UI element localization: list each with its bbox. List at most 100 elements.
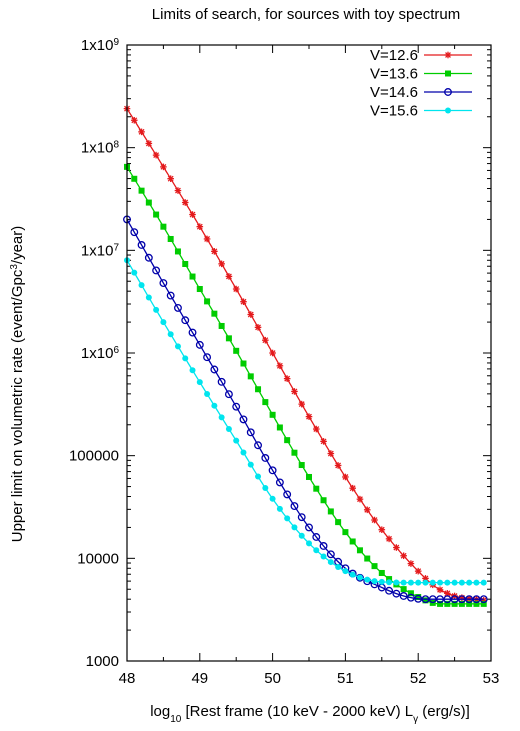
chart-title: Limits of search, for sources with toy s… [152,6,460,23]
data-point [399,592,408,600]
data-point [414,567,422,575]
data-point [269,495,276,502]
x-tick-label: 51 [337,670,354,687]
data-point [247,373,254,380]
data-point [392,589,401,598]
data-point [334,462,342,469]
data-point [181,199,189,206]
data-point [421,595,430,604]
legend-entry: V=15.6 [370,103,472,120]
data-point [225,335,232,342]
data-point [422,579,429,586]
data-point [443,595,452,604]
data-point [363,506,371,514]
data-point [298,462,305,469]
y-tick-label-main: 1x10 [81,140,114,157]
data-point [159,279,168,288]
data-point [378,578,385,585]
data-point [188,328,197,337]
y-tick-label: 1000 [86,653,119,670]
y-tick-label: 10000 [77,550,119,567]
data-point [196,286,203,293]
data-point [400,579,407,586]
data-point [145,140,153,147]
data-point [204,298,211,305]
legend: V=12.6 V=13.6V=14.6 V=15.6 [370,47,472,120]
data-point [181,316,190,325]
data-point [261,454,270,462]
data-point [407,590,414,597]
data-point [130,228,139,237]
data-point [131,269,138,276]
data-point [298,400,306,408]
x-axis-label-frame: [Rest frame (10 keV - 2000 keV) L [181,703,413,720]
data-point [313,485,320,492]
data-point [327,508,334,515]
data-point [349,571,356,578]
data-point [262,336,269,344]
x-axis-label-log: log [150,703,170,720]
data-point [349,538,356,545]
data-point [233,347,240,354]
data-point [255,386,262,393]
y-tick-label: 1x107 [81,242,120,259]
data-point [189,211,196,218]
y-tick-label-main: 1x10 [81,37,114,54]
data-point [138,128,145,136]
data-point [335,519,342,526]
data-point [254,441,262,450]
y-tick-label-main: 1000 [86,653,119,670]
y-tick-label-exponent: 7 [113,242,119,253]
legend-swatch-marker [445,70,451,77]
data-point [364,576,371,583]
series-line [126,219,484,600]
data-point [415,594,422,601]
data-point [167,235,174,242]
y-tick-label-exponent: 8 [113,139,119,150]
legend-swatch-marker [445,107,451,114]
series-line [126,166,484,605]
data-point [291,388,298,395]
data-point [268,466,277,475]
data-point [153,306,160,313]
data-point [428,595,437,604]
data-point [480,579,487,586]
data-point [342,473,349,481]
data-point [451,600,458,607]
x-tick-label: 49 [191,670,208,687]
data-point [153,211,160,218]
y-tick-label: 100000 [69,448,119,465]
data-point [174,187,182,194]
data-point [356,574,363,581]
x-axis-label-unit: (erg/s)] [418,703,470,720]
legend-label: V=14.6 [370,84,418,101]
data-point [233,437,240,444]
data-point [284,437,291,444]
legend-entry: V=12.6 [370,47,472,64]
data-point [326,550,335,559]
x-tick-label: 53 [483,670,500,687]
plot-frame [126,44,492,662]
data-point [364,555,371,562]
data-point [422,597,429,604]
legend-entry: V=13.6 [370,66,472,83]
data-point [225,273,233,280]
data-point [371,578,378,585]
series-line [126,259,484,584]
data-point [283,490,292,499]
data-point [189,367,196,374]
data-point [167,331,174,338]
y-tick-label: 1x106 [81,345,120,363]
x-tick-label: 48 [119,670,136,687]
data-point [457,595,466,604]
data-point [393,579,400,586]
data-point [195,340,204,349]
data-point [444,579,451,586]
data-point [349,484,356,492]
x-tick-label: 50 [264,670,281,687]
data-point [312,425,320,433]
data-point [262,485,269,492]
series-layer [123,105,488,607]
